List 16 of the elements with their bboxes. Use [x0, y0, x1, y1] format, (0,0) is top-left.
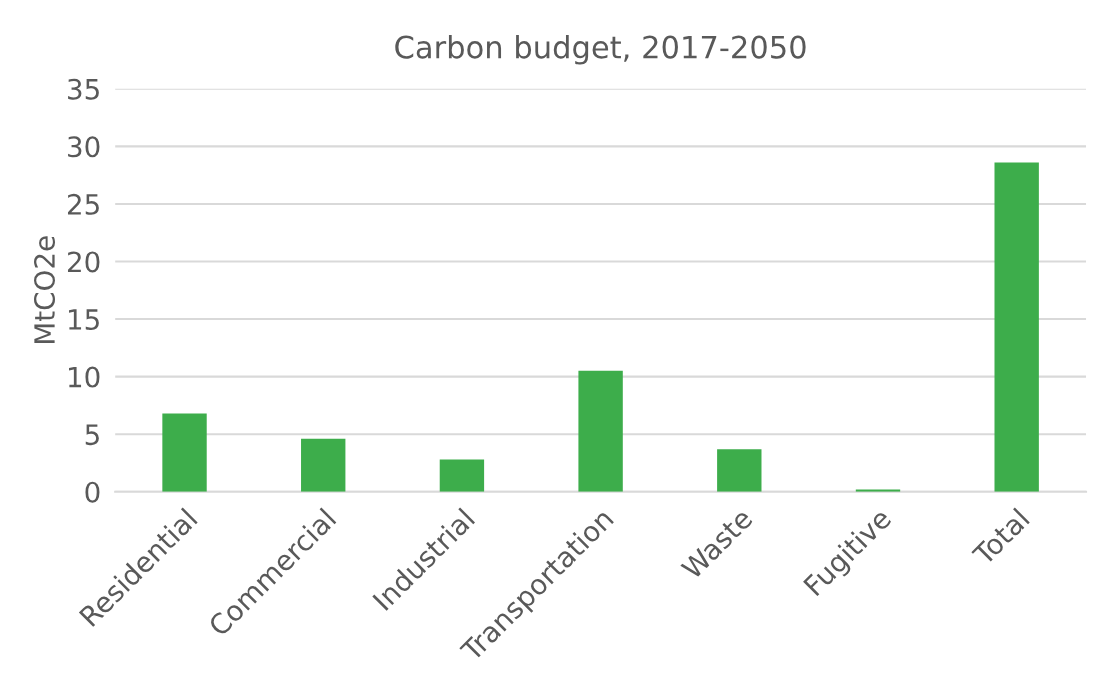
- y-tick-label: 30: [68, 136, 100, 158]
- y-tick-label: 10: [69, 366, 100, 388]
- y-tick-label: 15: [69, 309, 99, 331]
- y-tick-label: 25: [67, 193, 99, 215]
- bar: [994, 162, 1039, 492]
- y-tick-label: 35: [68, 78, 99, 100]
- bar: [301, 438, 346, 492]
- y-tick-label: 20: [67, 251, 100, 273]
- bar: [578, 370, 623, 492]
- y-axis-title: MtCO2e: [34, 236, 56, 343]
- y-tick-label: 5: [85, 424, 99, 446]
- bar: [162, 413, 207, 492]
- bar: [717, 449, 762, 492]
- bar: [439, 459, 485, 492]
- chart-title: Carbon budget, 2017-2050: [395, 35, 806, 65]
- y-tick-label: 0: [85, 481, 100, 503]
